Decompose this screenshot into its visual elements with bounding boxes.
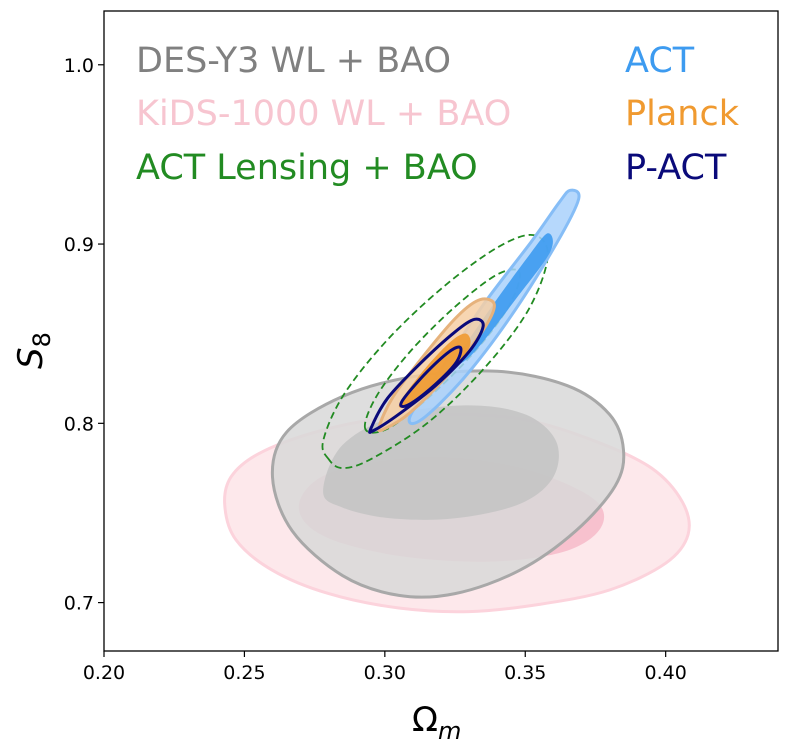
plot-frame xyxy=(103,10,779,652)
legend-label-act-lensing: ACT Lensing + BAO xyxy=(136,148,478,188)
series-des-y3-wl-bao xyxy=(270,369,626,599)
y-axis-ticks: 0.7 0.8 0.9 1.0 xyxy=(64,55,104,615)
legend-label-kids: KiDS-1000 WL + BAO xyxy=(136,94,511,134)
des-y3-wl-bao-inner-contour xyxy=(323,405,559,520)
series-planck xyxy=(377,297,496,433)
planck-inner-contour xyxy=(398,333,471,408)
x-tick-label: 0.35 xyxy=(504,662,546,684)
legend-label-des: DES-Y3 WL + BAO xyxy=(136,41,451,81)
x-axis-title-subscript: m xyxy=(438,717,461,745)
x-axis-title-symbol: Ω xyxy=(412,700,438,740)
x-axis-title: Ωm xyxy=(412,700,461,745)
series-p-act xyxy=(368,317,485,434)
y-axis-title-symbol: S xyxy=(11,347,51,369)
y-tick-label: 0.7 xyxy=(64,593,94,615)
y-tick-label: 0.9 xyxy=(64,234,94,256)
x-tick-label: 0.40 xyxy=(645,662,687,684)
x-axis-ticks: 0.20 0.25 0.30 0.35 0.40 xyxy=(83,651,687,684)
y-axis-title-group: S8 xyxy=(11,332,56,369)
legend-label-pact: P-ACT xyxy=(625,148,727,188)
legend-label-act: ACT xyxy=(625,41,695,81)
x-tick-label: 0.30 xyxy=(364,662,406,684)
y-axis-title: S8 xyxy=(11,332,56,369)
y-axis-title-subscript: 8 xyxy=(28,332,56,347)
x-tick-label: 0.20 xyxy=(83,662,125,684)
y-tick-label: 0.8 xyxy=(64,413,94,435)
x-tick-label: 0.25 xyxy=(223,662,265,684)
y-tick-label: 1.0 xyxy=(64,55,94,77)
p-act-inner-contour xyxy=(399,345,463,409)
p-act-outer-contour xyxy=(368,317,485,434)
contour-layer xyxy=(223,188,691,614)
legend-label-planck: Planck xyxy=(625,94,740,134)
